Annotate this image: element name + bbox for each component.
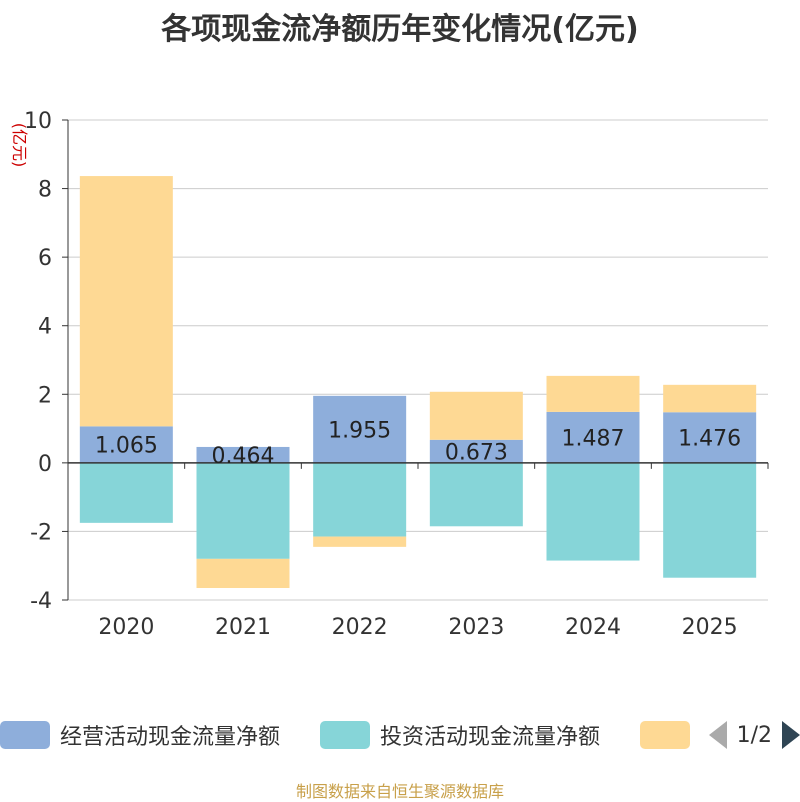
y-tick-label: -4 bbox=[30, 589, 52, 614]
bar-financing-2023 bbox=[429, 391, 523, 440]
y-tick-label: 2 bbox=[38, 383, 52, 408]
bar-financing-2021 bbox=[196, 558, 290, 588]
y-tick-label: 0 bbox=[38, 452, 52, 477]
bar-investing-2021 bbox=[196, 462, 290, 559]
bar-investing-2025 bbox=[663, 462, 757, 578]
chart-plot: -4 -2 0 2 4 6 8 10(亿元) 1.065 2020 0.464 2021 1.955 20… bbox=[10, 109, 769, 640]
y-axis-label: (亿元) bbox=[10, 123, 29, 168]
x-tick-label: 2023 bbox=[448, 615, 504, 640]
data-label-2022: 1.955 bbox=[328, 418, 391, 443]
y-tick-label: 6 bbox=[38, 246, 52, 271]
bar-operating-2024 bbox=[546, 411, 640, 463]
data-label-2020: 1.065 bbox=[95, 434, 158, 459]
bar-investing-2022 bbox=[313, 462, 407, 537]
bar-financing-2024 bbox=[546, 375, 640, 412]
legend-swatch-financing bbox=[640, 721, 690, 749]
y-tick-label: 10 bbox=[24, 109, 52, 134]
x-tick-label: 2025 bbox=[682, 615, 738, 640]
bar-operating-2022 bbox=[313, 395, 407, 463]
data-label-2025: 1.476 bbox=[678, 427, 741, 452]
y-tick-label: 8 bbox=[38, 178, 52, 203]
legend-pager: 1/2 bbox=[708, 716, 800, 754]
legend-swatch-investing bbox=[320, 721, 370, 749]
bar-operating-2021 bbox=[196, 446, 290, 463]
legend-item-operating[interactable]: 经营活动现金流量净额 bbox=[0, 716, 280, 754]
legend-swatch-operating bbox=[0, 721, 50, 749]
bar-investing-2020 bbox=[79, 462, 173, 523]
data-label-2023: 0.673 bbox=[445, 440, 508, 465]
bar-financing-2020 bbox=[79, 176, 173, 427]
x-tick-label: 2024 bbox=[565, 615, 621, 640]
x-tick-label: 2021 bbox=[215, 615, 271, 640]
bar-financing-2022 bbox=[313, 536, 407, 547]
bar-investing-2023 bbox=[429, 462, 523, 527]
chart-title: 各项现金流净额历年变化情况(亿元) bbox=[161, 12, 639, 47]
data-label-2024: 1.487 bbox=[562, 426, 625, 451]
bar-operating-2020 bbox=[79, 426, 173, 463]
y-tick-label: 4 bbox=[38, 315, 52, 340]
legend-page-indicator: 1/2 bbox=[736, 722, 772, 748]
data-label-2021: 0.464 bbox=[212, 444, 275, 469]
x-tick-label: 2022 bbox=[332, 615, 388, 640]
legend-label-investing: 投资活动现金流量净额 bbox=[380, 725, 601, 750]
source-note: 制图数据来自恒生聚源数据库 bbox=[295, 782, 504, 801]
x-tick-label: 2020 bbox=[98, 615, 154, 640]
legend-next-icon[interactable] bbox=[782, 721, 800, 749]
bar-operating-2025 bbox=[663, 412, 757, 463]
bar-investing-2024 bbox=[546, 462, 640, 561]
bar-financing-2025 bbox=[663, 384, 757, 413]
legend-item-financing[interactable] bbox=[640, 716, 700, 754]
legend-label-operating: 经营活动现金流量净额 bbox=[60, 725, 281, 750]
legend-item-investing[interactable]: 投资活动现金流量净额 bbox=[320, 716, 600, 754]
legend: 经营活动现金流量净额 投资活动现金流量净额 1/2 bbox=[0, 716, 800, 754]
legend-prev-icon[interactable] bbox=[708, 721, 727, 749]
y-tick-label: -2 bbox=[30, 520, 52, 545]
bar-operating-2023 bbox=[429, 439, 523, 463]
